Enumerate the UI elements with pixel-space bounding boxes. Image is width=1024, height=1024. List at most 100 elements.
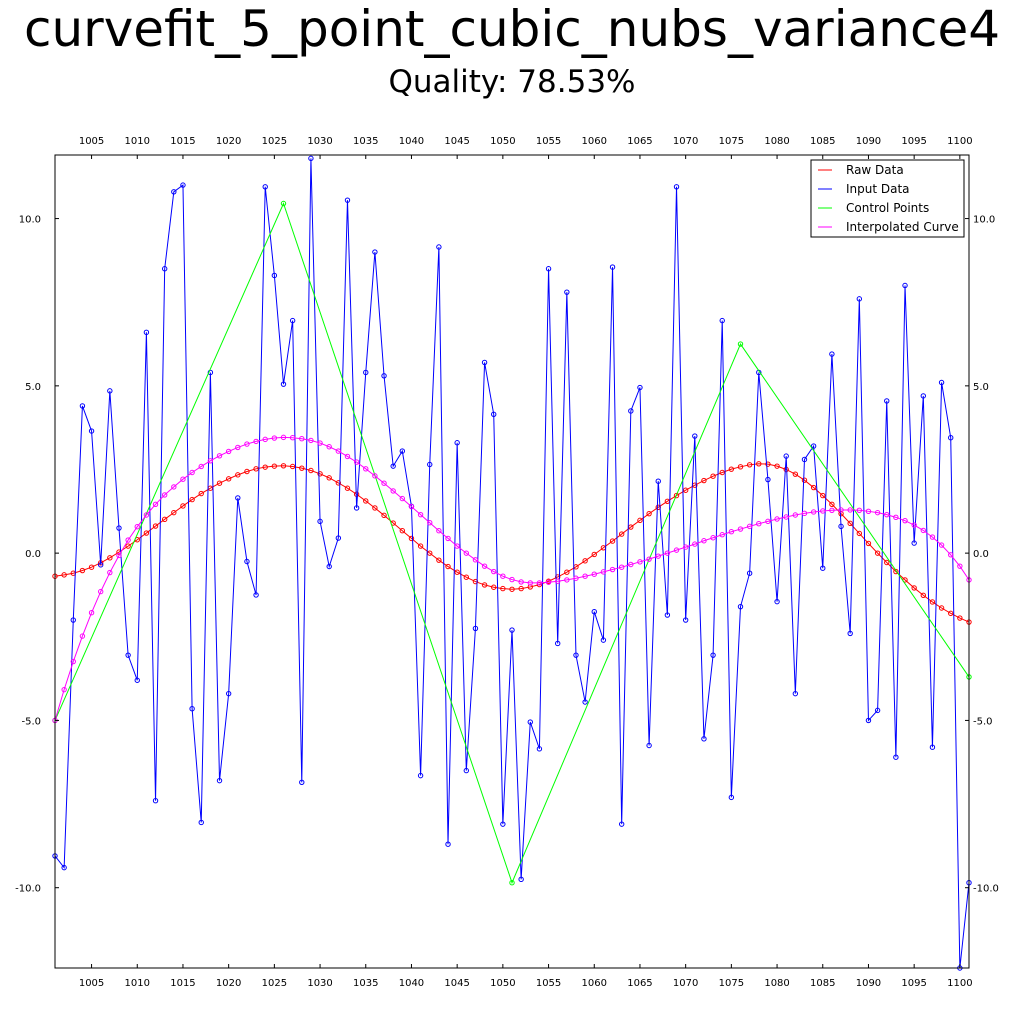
- data-point: [527, 719, 533, 725]
- data-point: [289, 463, 296, 470]
- data-point: [856, 296, 863, 302]
- data-point: [600, 637, 607, 643]
- data-point: [938, 605, 945, 611]
- data-point: [408, 503, 415, 510]
- data-point: [737, 341, 744, 347]
- data-point: [911, 540, 917, 546]
- data-point: [637, 517, 643, 524]
- series-control-points: [52, 200, 972, 886]
- data-point: [801, 456, 808, 463]
- axis-layer: 1005 1005 1010 1010 1015 1015 1020 1020 1025 1025…: [15, 136, 999, 989]
- data-point: [646, 742, 652, 749]
- data-point: [637, 559, 643, 565]
- data-point: [372, 505, 378, 511]
- data-point: [865, 508, 872, 515]
- data-point: [810, 509, 817, 515]
- data-point: [299, 465, 305, 471]
- x-tick-label-top: 1050: [490, 136, 515, 147]
- data-point: [884, 511, 890, 518]
- x-tick-label-top: 1045: [444, 136, 469, 147]
- data-point: [765, 476, 771, 483]
- series-interpolated-curve: [52, 434, 972, 724]
- data-point: [463, 574, 469, 580]
- data-point: [911, 585, 917, 591]
- data-point: [171, 484, 177, 490]
- series-layer: [52, 155, 972, 971]
- data-point: [838, 510, 844, 517]
- chart-title: curvefit_5_point_cubic_nubs_variance4: [23, 0, 1001, 58]
- y-tick-label-left: -10.0: [15, 884, 41, 895]
- data-point: [545, 579, 552, 585]
- data-point: [235, 495, 241, 501]
- data-point: [125, 543, 131, 549]
- data-point: [262, 464, 268, 470]
- x-tick-label-bottom: 1085: [810, 978, 835, 989]
- data-point: [463, 767, 469, 774]
- series-line: [54, 463, 970, 623]
- y-tick-label-left: 0.0: [25, 549, 41, 560]
- data-point: [445, 563, 451, 570]
- data-point: [363, 498, 369, 504]
- data-point: [500, 821, 506, 827]
- x-tick-label-top: 1030: [307, 136, 332, 147]
- data-point: [737, 526, 744, 532]
- data-point: [847, 507, 853, 513]
- data-point: [399, 528, 406, 534]
- data-point: [399, 495, 406, 502]
- data-point: [518, 585, 524, 592]
- data-point: [88, 564, 95, 570]
- data-point: [417, 511, 424, 518]
- data-point: [500, 585, 506, 592]
- data-point: [408, 535, 415, 542]
- data-point: [363, 369, 369, 376]
- data-point: [719, 317, 725, 324]
- data-point: [189, 469, 195, 476]
- data-point: [381, 373, 387, 379]
- x-tick-label-bottom: 1045: [444, 978, 469, 989]
- legend-label: Input Data: [846, 182, 910, 196]
- data-point: [874, 707, 881, 714]
- y-tick-label-left: 5.0: [25, 382, 41, 393]
- data-point: [783, 514, 789, 520]
- data-point: [152, 501, 159, 507]
- data-point: [372, 249, 378, 255]
- data-point: [88, 609, 95, 616]
- legend-box: [810, 159, 965, 238]
- series-line: [54, 158, 970, 969]
- data-point: [719, 532, 725, 538]
- data-point: [500, 573, 506, 579]
- data-point: [116, 525, 122, 531]
- data-point: [948, 435, 954, 441]
- y-tick-label-left: 10.0: [19, 215, 41, 226]
- x-tick-label-top: 1090: [856, 136, 881, 147]
- data-point: [564, 289, 570, 295]
- data-point: [107, 388, 113, 394]
- data-point: [801, 510, 808, 517]
- data-point: [381, 512, 387, 519]
- data-point: [326, 444, 332, 450]
- data-point: [536, 580, 543, 586]
- data-point: [938, 542, 945, 548]
- y-tick-label-right: 0.0: [973, 549, 989, 560]
- data-point: [171, 509, 177, 516]
- x-tick-label-bottom: 1060: [582, 978, 607, 989]
- data-point: [573, 575, 579, 581]
- data-point: [280, 434, 287, 441]
- data-point: [317, 440, 323, 446]
- data-point: [664, 612, 671, 618]
- data-point: [472, 578, 479, 585]
- x-tick-label-bottom: 1030: [307, 978, 332, 989]
- data-point: [116, 552, 122, 559]
- data-point: [509, 586, 515, 592]
- data-point: [299, 779, 305, 786]
- data-point: [143, 530, 150, 536]
- x-tick-label-top: 1035: [353, 136, 378, 147]
- x-tick-label-top: 1040: [399, 136, 424, 147]
- data-point: [271, 463, 278, 469]
- data-point: [216, 453, 223, 459]
- data-point: [555, 640, 561, 647]
- data-point: [609, 538, 616, 544]
- data-point: [628, 408, 634, 414]
- data-point: [463, 550, 469, 556]
